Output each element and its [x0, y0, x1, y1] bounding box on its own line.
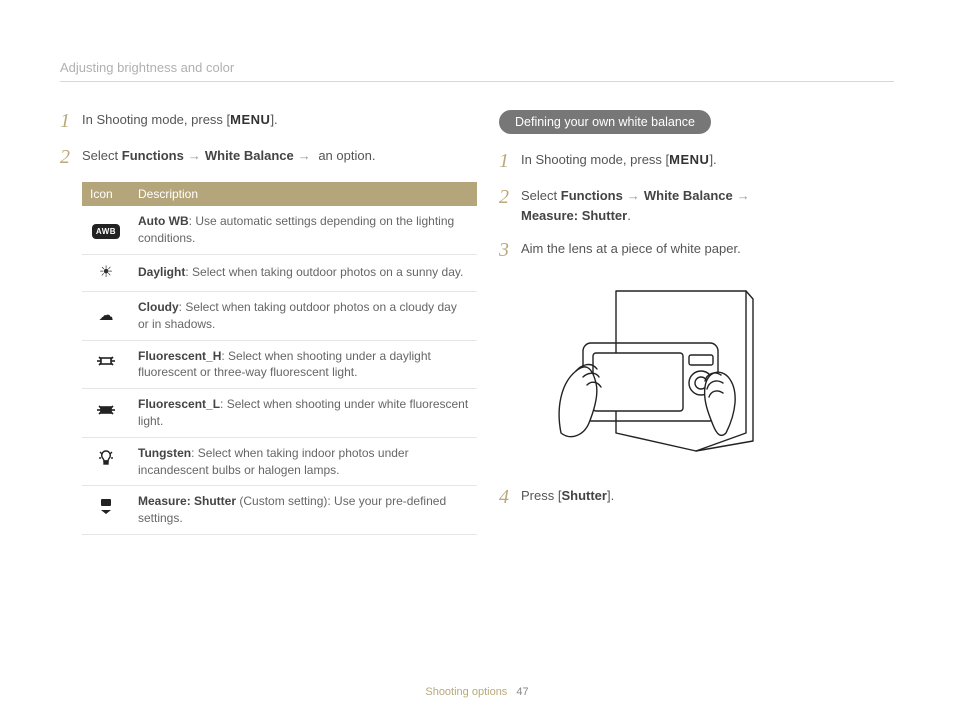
cloud-icon: ☁: [99, 307, 114, 324]
step-body: Select Functions→White Balance→Measure: …: [521, 186, 894, 225]
white-balance-table: Icon Description AWB Auto WB: Use automat…: [82, 182, 477, 535]
text: In Shooting mode, press [: [82, 112, 230, 127]
tungsten-icon: [97, 449, 115, 467]
step-number: 2: [60, 146, 82, 168]
page-footer: Shooting options 47: [0, 686, 954, 698]
table-row: ☁ Cloudy: Select when taking outdoor phot…: [82, 291, 477, 340]
step-body: Aim the lens at a piece of white paper.: [521, 239, 894, 259]
header-divider: [60, 81, 894, 82]
fluorescent-h-icon: [95, 354, 117, 368]
icon-cell: ☀: [82, 254, 130, 291]
footer-section: Shooting options: [425, 686, 507, 698]
icon-cell: [82, 340, 130, 389]
text: ].: [607, 488, 614, 503]
bold-text: White Balance: [205, 148, 294, 163]
desc-cell: Fluorescent_H: Select when shooting unde…: [130, 340, 477, 389]
page-number: 47: [516, 686, 528, 698]
icon-cell: [82, 389, 130, 438]
icon-cell: AWB: [82, 206, 130, 254]
icon-cell: [82, 437, 130, 486]
step-body: Press [Shutter].: [521, 486, 894, 506]
table-row: Measure: Shutter (Custom setting): Use y…: [82, 486, 477, 535]
bold-text: Measure: Shutter: [521, 208, 627, 223]
option-name: Fluorescent_L: [138, 397, 220, 411]
step-number: 2: [499, 186, 521, 208]
right-step-4: 4 Press [Shutter].: [499, 486, 894, 508]
table-row: AWB Auto WB: Use automatic settings depen…: [82, 206, 477, 254]
arrow-icon: →: [623, 188, 644, 203]
text: Select: [521, 188, 561, 203]
table-header-icon: Icon: [82, 182, 130, 206]
text: .: [627, 208, 631, 223]
camera-paper-illustration: [521, 283, 781, 463]
option-desc: : Select when taking outdoor photos on a…: [138, 300, 457, 331]
bold-text: Functions: [561, 188, 623, 203]
right-column: Defining your own white balance 1 In Sho…: [499, 110, 894, 535]
icon-cell: ☁: [82, 291, 130, 340]
desc-cell: Tungsten: Select when taking indoor phot…: [130, 437, 477, 486]
option-name: Tungsten: [138, 446, 191, 460]
arrow-icon: →: [294, 148, 315, 163]
content-columns: 1 In Shooting mode, press [MENU]. 2 Sele…: [60, 110, 894, 535]
right-step-1: 1 In Shooting mode, press [MENU].: [499, 150, 894, 172]
step-number: 1: [60, 110, 82, 132]
desc-cell: Auto WB: Use automatic settings dependin…: [130, 206, 477, 254]
measure-shutter-icon: [97, 498, 115, 514]
option-name: Auto WB: [138, 214, 189, 228]
option-name: Cloudy: [138, 300, 179, 314]
icon-cell: [82, 486, 130, 535]
arrow-icon: →: [733, 188, 754, 203]
left-step-1: 1 In Shooting mode, press [MENU].: [60, 110, 455, 132]
step-body: Select Functions→White Balance→ an optio…: [82, 146, 455, 166]
desc-cell: Daylight: Select when taking outdoor pho…: [130, 254, 477, 291]
section-pill: Defining your own white balance: [499, 110, 711, 134]
text: an option.: [315, 148, 376, 163]
table-header-description: Description: [130, 182, 477, 206]
step-body: In Shooting mode, press [MENU].: [521, 150, 894, 170]
right-step-2: 2 Select Functions→White Balance→Measure…: [499, 186, 894, 225]
step-number: 4: [499, 486, 521, 508]
right-step-3: 3 Aim the lens at a piece of white paper…: [499, 239, 894, 261]
sun-icon: ☀: [99, 264, 113, 281]
menu-label: MENU: [669, 152, 709, 167]
step-number: 3: [499, 239, 521, 261]
step-body: In Shooting mode, press [MENU].: [82, 110, 455, 130]
desc-cell: Cloudy: Select when taking outdoor photo…: [130, 291, 477, 340]
table-row: Fluorescent_L: Select when shooting unde…: [82, 389, 477, 438]
desc-cell: Fluorescent_L: Select when shooting unde…: [130, 389, 477, 438]
option-name: Daylight: [138, 265, 185, 279]
menu-label: MENU: [230, 112, 270, 127]
step-number: 1: [499, 150, 521, 172]
table-row: ☀ Daylight: Select when taking outdoor ph…: [82, 254, 477, 291]
bold-text: Shutter: [561, 488, 607, 503]
text: ].: [270, 112, 277, 127]
bold-text: Functions: [122, 148, 184, 163]
left-step-2: 2 Select Functions→White Balance→ an opt…: [60, 146, 455, 168]
awb-icon: AWB: [92, 224, 120, 239]
arrow-icon: →: [184, 148, 205, 163]
left-column: 1 In Shooting mode, press [MENU]. 2 Sele…: [60, 110, 455, 535]
text: Press [: [521, 488, 561, 503]
option-name: Measure: Shutter: [138, 494, 236, 508]
fluorescent-l-icon: [95, 403, 117, 417]
text: In Shooting mode, press [: [521, 152, 669, 167]
table-row: Fluorescent_H: Select when shooting unde…: [82, 340, 477, 389]
bold-text: White Balance: [644, 188, 733, 203]
page-header: Adjusting brightness and color: [60, 60, 894, 75]
text: Select: [82, 148, 122, 163]
table-row: Tungsten: Select when taking indoor phot…: [82, 437, 477, 486]
text: ].: [709, 152, 716, 167]
option-name: Fluorescent_H: [138, 349, 221, 363]
desc-cell: Measure: Shutter (Custom setting): Use y…: [130, 486, 477, 535]
option-desc: : Select when taking outdoor photos on a…: [185, 265, 463, 279]
